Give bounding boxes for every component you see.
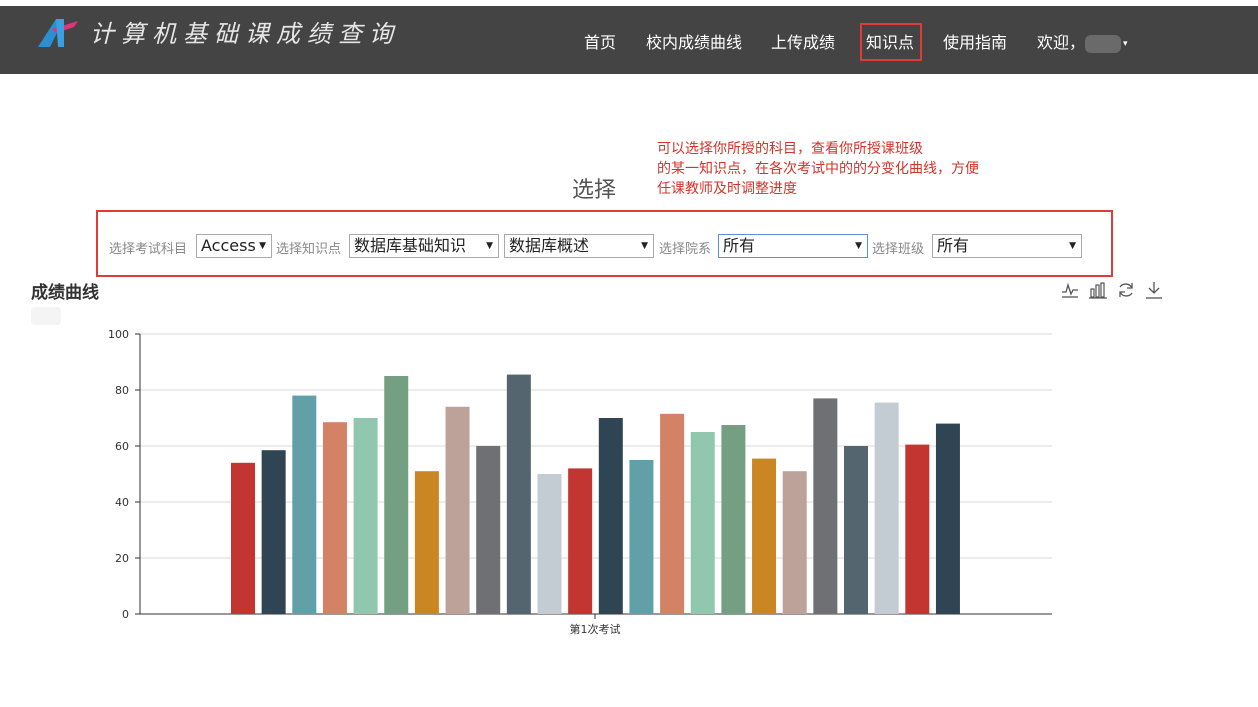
bar	[844, 446, 868, 614]
bar	[813, 398, 838, 614]
chart-toolbox	[1060, 280, 1164, 300]
bar	[353, 418, 378, 614]
y-tick-label: 100	[108, 328, 129, 341]
line-chart-icon[interactable]	[1060, 280, 1080, 300]
bar	[322, 422, 347, 614]
bar	[629, 460, 654, 614]
filter-bar: 选择考试科目 Access ▼ 选择知识点 数据库基础知识 ▼ 数据库概述 ▼ 选择院…	[96, 210, 1113, 277]
x-tick-label: 第1次考试	[570, 622, 621, 636]
refresh-icon[interactable]	[1116, 280, 1136, 300]
bar	[506, 374, 531, 614]
brand[interactable]: 计算机基础课成绩查询	[34, 11, 400, 51]
download-icon[interactable]	[1144, 280, 1164, 300]
y-tick-label: 60	[115, 440, 129, 453]
dropdown-arrow-icon: ▼	[259, 241, 266, 251]
bar	[598, 418, 623, 614]
bar	[414, 471, 439, 614]
bar	[261, 450, 286, 614]
annotation-line: 的某一知识点，在各次考试中的的分变化曲线，方便	[657, 161, 979, 177]
class-select-value: 所有	[937, 236, 970, 255]
subject-label: 选择考试科目	[109, 242, 188, 257]
bar	[905, 444, 930, 614]
subject-select-value: Access	[201, 236, 256, 255]
caret-down-icon: ▾	[1123, 38, 1128, 49]
chart-legend	[31, 307, 61, 325]
main-nav: 首页 校内成绩曲线 上传成绩 知识点 使用指南 欢迎， ▾	[0, 23, 1258, 61]
brand-title: 计算机基础课成绩查询	[90, 19, 400, 48]
brand-logo-icon	[38, 19, 78, 47]
annotation-line: 可以选择你所授的科目，查看你所授课班级	[657, 141, 923, 157]
knowledge-select-secondary-value: 数据库概述	[509, 236, 590, 255]
nav-upload-scores[interactable]: 上传成绩	[771, 33, 836, 52]
class-label: 选择班级	[872, 242, 925, 257]
dropdown-arrow-icon: ▼	[486, 241, 493, 251]
knowledge-select-primary-value: 数据库基础知识	[354, 236, 467, 255]
bar	[874, 402, 899, 614]
score-bar-chart: 0 20 40 60 80 100 第1次考试	[108, 328, 1052, 636]
dropdown-arrow-icon: ▼	[641, 241, 648, 251]
bar	[231, 462, 255, 614]
dropdown-arrow-icon: ▼	[1069, 241, 1076, 251]
nav-welcome-user[interactable]: 欢迎， ▾	[1033, 23, 1132, 61]
bar-chart-icon[interactable]	[1088, 280, 1108, 300]
knowledge-label: 选择知识点	[276, 242, 342, 257]
bar	[445, 406, 470, 614]
dropdown-arrow-icon: ▼	[855, 241, 862, 251]
section-title: 选择	[572, 178, 617, 203]
bar	[537, 474, 562, 614]
knowledge-select-secondary[interactable]: 数据库概述 ▼	[504, 234, 654, 258]
top-navbar: 计算机基础课成绩查询 首页 校内成绩曲线 上传成绩 知识点 使用指南 欢迎， ▾	[0, 6, 1258, 74]
user-avatar	[1085, 34, 1122, 53]
annotation-line: 任课教师及时调整进度	[657, 181, 797, 197]
bar	[292, 395, 317, 614]
y-tick-label: 0	[122, 608, 129, 621]
nav-user-guide[interactable]: 使用指南	[943, 33, 1008, 52]
subject-select[interactable]: Access ▼	[196, 234, 272, 258]
bar	[721, 425, 746, 614]
y-tick-label: 80	[115, 384, 129, 397]
knowledge-select-primary[interactable]: 数据库基础知识 ▼	[349, 234, 499, 258]
y-tick-label: 20	[115, 552, 129, 565]
annotation-note: 可以选择你所授的科目，查看你所授课班级 的某一知识点，在各次考试中的的分变化曲线…	[657, 139, 979, 199]
class-select[interactable]: 所有 ▼	[932, 234, 1082, 258]
bar	[782, 471, 807, 614]
bar	[384, 376, 409, 614]
college-select[interactable]: 所有 ▼	[718, 234, 868, 258]
bar	[660, 413, 685, 614]
bar	[476, 446, 501, 614]
college-select-value: 所有	[723, 236, 756, 255]
bar	[690, 432, 715, 614]
y-tick-label: 40	[115, 496, 129, 509]
nav-home[interactable]: 首页	[584, 33, 617, 52]
college-label: 选择院系	[659, 242, 712, 257]
chart-title: 成绩曲线	[31, 283, 99, 303]
nav-knowledge-points[interactable]: 知识点	[860, 23, 922, 61]
bar	[752, 458, 777, 614]
nav-campus-score-curve[interactable]: 校内成绩曲线	[646, 33, 743, 52]
bar	[935, 423, 960, 614]
bar	[568, 468, 593, 614]
welcome-text: 欢迎，	[1037, 33, 1086, 52]
